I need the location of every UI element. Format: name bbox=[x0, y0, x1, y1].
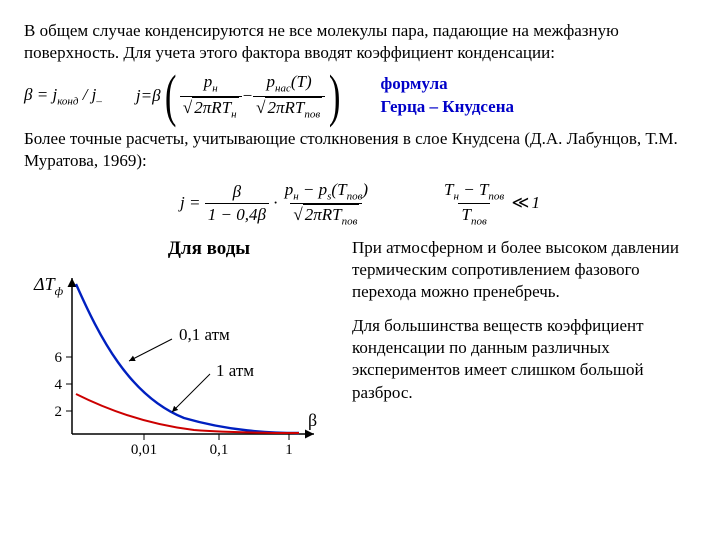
dt-beta-chart: 2 4 6 0,01 0,1 1 0,1 атм 1 атм ΔTф β bbox=[24, 266, 324, 466]
eq3-labuntsov: j = β 1 − 0,4β · pн − ps(Tпов) √2πRTпов bbox=[180, 179, 371, 229]
svg-text:4: 4 bbox=[55, 377, 63, 393]
paragraph-intro: В общем случае конденсируются не все мол… bbox=[24, 20, 696, 64]
right-text: При атмосферном и более высоком давлении… bbox=[352, 237, 696, 472]
right-paragraph-2: Для большинства веществ коэффициент конд… bbox=[352, 315, 696, 403]
chart-title: Для воды bbox=[84, 237, 334, 262]
svg-text:1: 1 bbox=[285, 442, 293, 458]
eq1-beta-def: β = jконд / j– bbox=[24, 84, 102, 109]
svg-text:2: 2 bbox=[55, 404, 63, 420]
svg-text:6: 6 bbox=[55, 350, 63, 366]
formula-name-label: формула Герца – Кнудсена bbox=[380, 73, 514, 119]
eq2-hertz-knudsen: j = β ( pн √2πRTн − pнас(T) √2πRTпов ) bbox=[136, 70, 345, 122]
equation-row-1: β = jконд / j– j = β ( pн √2πRTн − pнас(… bbox=[24, 70, 696, 122]
svg-text:0,1 атм: 0,1 атм bbox=[179, 325, 230, 344]
svg-text:ΔTф: ΔTф bbox=[33, 274, 64, 298]
paragraph-labuntsov: Более точные расчеты, учитывающие столкн… bbox=[24, 128, 696, 172]
svg-text:0,01: 0,01 bbox=[131, 442, 157, 458]
eq4-condition: Tн − Tпов Tпов ≪ 1 bbox=[441, 179, 540, 229]
svg-text:0,1: 0,1 bbox=[210, 442, 229, 458]
svg-text:1 атм: 1 атм bbox=[216, 361, 254, 380]
equation-row-2: j = β 1 − 0,4β · pн − ps(Tпов) √2πRTпов … bbox=[24, 179, 696, 229]
right-paragraph-1: При атмосферном и более высоком давлении… bbox=[352, 237, 696, 303]
chart-block: Для воды 2 4 6 0,01 0,1 1 0,1 атм 1 атм ΔTф β bbox=[24, 237, 334, 472]
svg-text:β: β bbox=[308, 410, 317, 430]
